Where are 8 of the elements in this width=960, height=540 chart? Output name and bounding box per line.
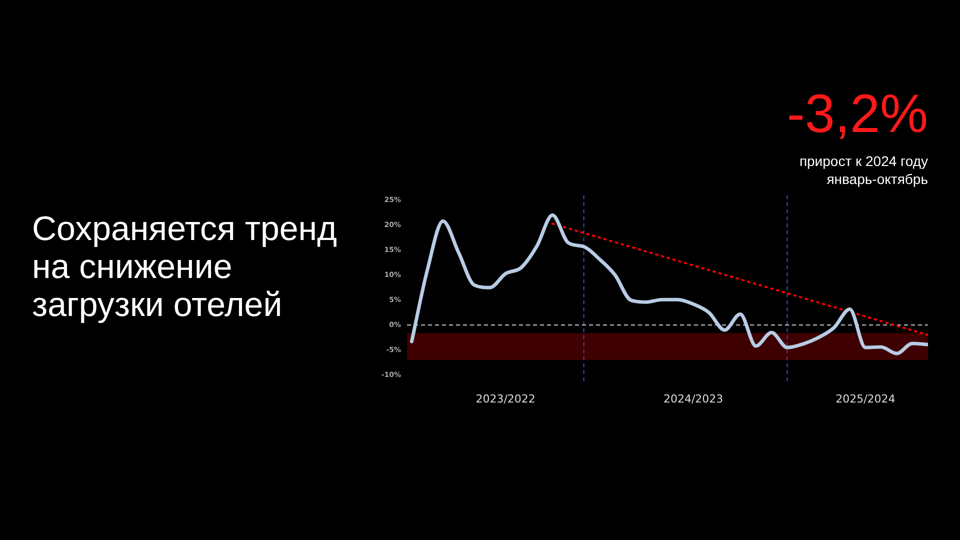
text: -3,2%: [786, 84, 928, 144]
text: Сохраняется тренд на снижение загрузки отелей: [32, 210, 338, 324]
x-tick-label: 2025/2024: [836, 392, 896, 406]
text: прирост к 2024 году: [799, 152, 928, 170]
x-tick-label: 2023/2022: [476, 392, 536, 406]
line-series: [410, 213, 928, 356]
x-tick-label: 2024/2023: [663, 392, 724, 406]
text: январь-октябрь: [826, 170, 928, 188]
